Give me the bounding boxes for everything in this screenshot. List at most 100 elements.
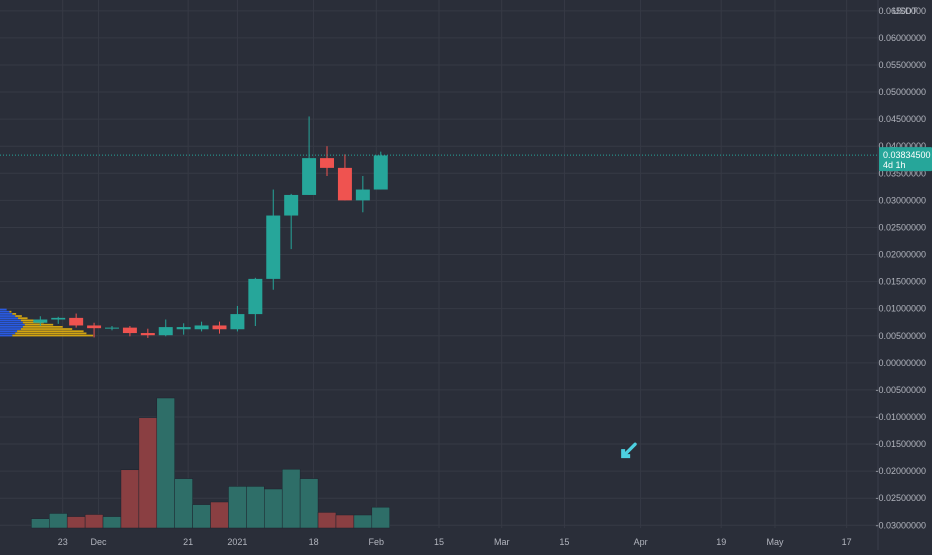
price-tick-label: 0.02500000 [878,222,926,232]
volume-profile-bar [15,332,87,335]
candle[interactable] [284,193,299,250]
candle-body [33,319,48,323]
candle[interactable] [194,321,209,332]
time-tick-label: 17 [842,537,852,547]
volume-profile-bar [0,313,13,315]
candle[interactable] [302,116,317,195]
candle-body [373,155,388,190]
volume-bar [66,516,86,529]
candle[interactable] [51,316,66,324]
price-tick-label: 0.00000000 [878,358,926,368]
volume-profile-bar [0,323,25,326]
candle[interactable] [176,323,191,335]
price-tick-label: 0.05000000 [878,87,926,97]
volume-profile-bar [0,308,7,311]
volume-profile-bar [0,310,10,313]
candle[interactable] [105,326,119,331]
candle[interactable] [248,277,263,327]
price-tick-label: 0.03500000 [878,168,926,178]
volume-bar [210,501,229,529]
volume-profile-bar [20,328,73,330]
volume-profile-bar [9,310,12,313]
candle-body [337,167,352,201]
last-price-value: 0.03834500 [883,150,931,160]
time-axis[interactable]: 23 Dec 21 2021 18 Feb 15 Mar 15 Apr 19 May 17 [58,537,852,547]
candle-body [302,158,317,195]
volume-bar [371,506,390,529]
volume-profile-bar [0,332,16,335]
price-tick-label: 0.02000000 [878,250,926,260]
volume-profile-bar [12,313,17,315]
candle[interactable] [337,154,352,201]
volume-bar [192,504,211,529]
volume-bar [138,417,158,529]
volume-bar [120,469,140,529]
volume-bar [228,486,247,529]
time-tick-label: May [766,537,784,547]
candle-body [51,317,66,320]
candle-body [105,327,119,329]
volume-profile-bar [0,315,16,317]
price-tick-label: -0.01500000 [875,439,926,449]
price-tick-label: 0.05500000 [878,60,926,70]
candle[interactable] [266,189,281,290]
candle[interactable] [87,322,102,338]
candle[interactable] [140,328,155,338]
price-tick-label: -0.02500000 [875,493,926,503]
arrow-shaft [622,442,637,457]
price-tick-label: 0.00500000 [878,331,926,341]
countdown-label: 4d 1h [883,160,906,170]
currency-label: USDT [893,6,918,16]
grid-lines [0,0,878,528]
time-tick-label: 19 [716,537,726,547]
volume-profile-bar [20,319,36,322]
candle-body [158,327,173,336]
volume-profile-bar [0,330,18,333]
price-tick-label: 0.03000000 [878,195,926,205]
candlesticks[interactable] [33,116,388,338]
candle[interactable] [212,321,227,334]
annotations [621,442,637,459]
price-axis-background [878,0,932,550]
price-tick-label: 0.01000000 [878,304,926,314]
volume-profile-bar [12,334,94,337]
volume-profile-bar [0,328,21,330]
arrow-down-left-icon [621,442,637,459]
volume-bars [31,397,390,529]
candle-body [320,158,334,168]
candle-body [69,317,84,326]
price-tick-label: -0.00500000 [875,385,926,395]
price-tick-label: 0.01500000 [878,277,926,287]
time-tick-label: Dec [91,537,108,547]
price-tick-label: -0.02000000 [875,466,926,476]
candle[interactable] [122,326,137,337]
candle[interactable] [158,319,173,337]
candle[interactable] [230,305,245,332]
time-tick-label: 15 [434,537,444,547]
volume-profile-bar [15,315,22,317]
volume-profile-bar [0,319,21,322]
volume-bar [49,513,68,529]
time-tick-label: Feb [369,537,385,547]
candle[interactable] [69,313,84,328]
candle-body [230,314,245,330]
time-tick-label: Apr [634,537,648,547]
time-tick-label: Mar [494,537,510,547]
price-tick-label: -0.01000000 [875,412,926,422]
volume-profile-bar [22,321,44,324]
price-axis[interactable]: USDT 0.06500000 0.06000000 0.05500000 0.050… [875,0,932,550]
volume-profile [0,308,94,337]
volume-profile-bar [17,330,84,333]
candle[interactable] [355,176,370,213]
candle-body [212,325,227,330]
price-tick-label: 0.04500000 [878,114,926,124]
volume-bar [246,486,265,529]
candle[interactable] [33,316,48,327]
price-tick-label: 0.06000000 [878,33,926,43]
candle[interactable] [373,151,388,190]
volume-bar [84,514,104,529]
candle[interactable] [320,146,334,176]
volume-bar [156,397,175,529]
